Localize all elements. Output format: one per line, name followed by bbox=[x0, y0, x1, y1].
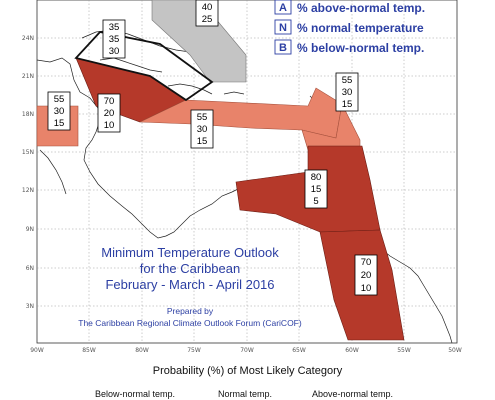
title-line-1: Minimum Temperature Outlook bbox=[101, 245, 279, 260]
lat-label: 18N bbox=[22, 111, 34, 118]
legend-letter-b: B bbox=[279, 42, 287, 54]
value-atlantic-north-1: 25 bbox=[202, 14, 213, 25]
value-belize-yucatan-1: 30 bbox=[54, 106, 65, 117]
title-line-2: for the Caribbean bbox=[140, 261, 240, 276]
lon-label: 60W bbox=[345, 347, 359, 354]
lat-label: 15N bbox=[22, 149, 34, 156]
value-box-western-caribbean: 70 20 10 bbox=[97, 93, 121, 133]
lon-labels: 90W 85W 80W 75W 70W 65W 60W 55W 50W bbox=[30, 347, 462, 354]
probability-caption: Probability (%) of Most Likely Category bbox=[152, 365, 343, 377]
map-title: Minimum Temperature Outlook for the Cari… bbox=[78, 245, 302, 328]
value-lesser-antilles-0: 55 bbox=[342, 75, 353, 86]
lat-label: 21N bbox=[22, 73, 34, 80]
legend-text-below: % below-normal temp. bbox=[297, 41, 424, 55]
legend-text-normal: % normal temperature bbox=[297, 21, 424, 35]
lat-label: 12N bbox=[22, 187, 34, 194]
region-bahamas-cuba-outline bbox=[74, 31, 214, 102]
outlook-map: 40 25 35 35 30 70 20 10 55 30 15 55 30 1… bbox=[22, 0, 462, 354]
value-box-lesser-antilles-north: 55 30 15 bbox=[335, 72, 359, 112]
value-western-caribbean-2: 10 bbox=[104, 120, 115, 131]
lat-label: 24N bbox=[22, 35, 34, 42]
legend-letter-n: N bbox=[279, 22, 287, 34]
lon-label: 55W bbox=[397, 347, 411, 354]
value-central-caribbean-1: 30 bbox=[197, 124, 208, 135]
lat-label: 6N bbox=[26, 265, 34, 272]
lon-label: 75W bbox=[187, 347, 201, 354]
prepared-by-label: Prepared by bbox=[167, 306, 214, 316]
lat-labels: 24N 21N 18N 15N 12N 9N 6N 3N bbox=[22, 35, 34, 310]
legend-letter-a: A bbox=[279, 2, 287, 14]
value-atlantic-north-0: 40 bbox=[202, 2, 213, 13]
lon-label: 70W bbox=[240, 347, 254, 354]
value-western-caribbean-0: 70 bbox=[104, 96, 115, 107]
legend: A % above-normal temp. N % normal temper… bbox=[274, 0, 425, 55]
value-box-central-caribbean-band: 55 30 15 bbox=[190, 109, 214, 149]
value-guianas-0: 70 bbox=[361, 257, 372, 268]
value-southern-caribbean-1: 15 bbox=[311, 184, 322, 195]
category-below-normal: Below-normal temp. bbox=[95, 389, 176, 399]
value-belize-yucatan-2: 15 bbox=[54, 118, 65, 129]
value-western-caribbean-1: 20 bbox=[104, 108, 115, 119]
lon-label: 50W bbox=[448, 347, 462, 354]
value-bahamas-cuba-2: 30 bbox=[109, 46, 120, 57]
value-box-atlantic-north: 40 25 bbox=[195, 0, 219, 27]
lon-label: 90W bbox=[30, 347, 44, 354]
prepared-by-org: The Caribbean Regional Climate Outlook F… bbox=[78, 318, 302, 328]
lat-label: 3N bbox=[26, 303, 34, 310]
value-central-caribbean-0: 55 bbox=[197, 112, 208, 123]
lon-label: 80W bbox=[135, 347, 149, 354]
value-central-caribbean-2: 15 bbox=[197, 136, 208, 147]
value-bahamas-cuba-0: 35 bbox=[109, 22, 120, 33]
value-box-bahamas-cuba: 35 35 30 bbox=[102, 19, 126, 59]
legend-text-above: % above-normal temp. bbox=[297, 1, 425, 15]
value-lesser-antilles-1: 30 bbox=[342, 87, 353, 98]
value-belize-yucatan-0: 55 bbox=[54, 94, 65, 105]
value-lesser-antilles-2: 15 bbox=[342, 99, 353, 110]
lon-label: 65W bbox=[292, 347, 306, 354]
category-above-normal: Above-normal temp. bbox=[312, 389, 394, 399]
value-southern-caribbean-0: 80 bbox=[311, 172, 322, 183]
value-box-guianas: 70 20 10 bbox=[354, 254, 378, 296]
category-normal: Normal temp. bbox=[218, 389, 273, 399]
value-bahamas-cuba-1: 35 bbox=[109, 34, 120, 45]
value-guianas-2: 10 bbox=[361, 283, 372, 294]
title-line-3: February - March - April 2016 bbox=[105, 277, 274, 292]
lon-label: 85W bbox=[82, 347, 96, 354]
lat-label: 9N bbox=[26, 226, 34, 233]
value-guianas-1: 20 bbox=[361, 270, 372, 281]
value-box-belize-yucatan: 55 30 15 bbox=[47, 91, 71, 131]
value-southern-caribbean-2: 5 bbox=[313, 196, 318, 207]
value-box-southern-caribbean: 80 15 5 bbox=[304, 169, 328, 209]
